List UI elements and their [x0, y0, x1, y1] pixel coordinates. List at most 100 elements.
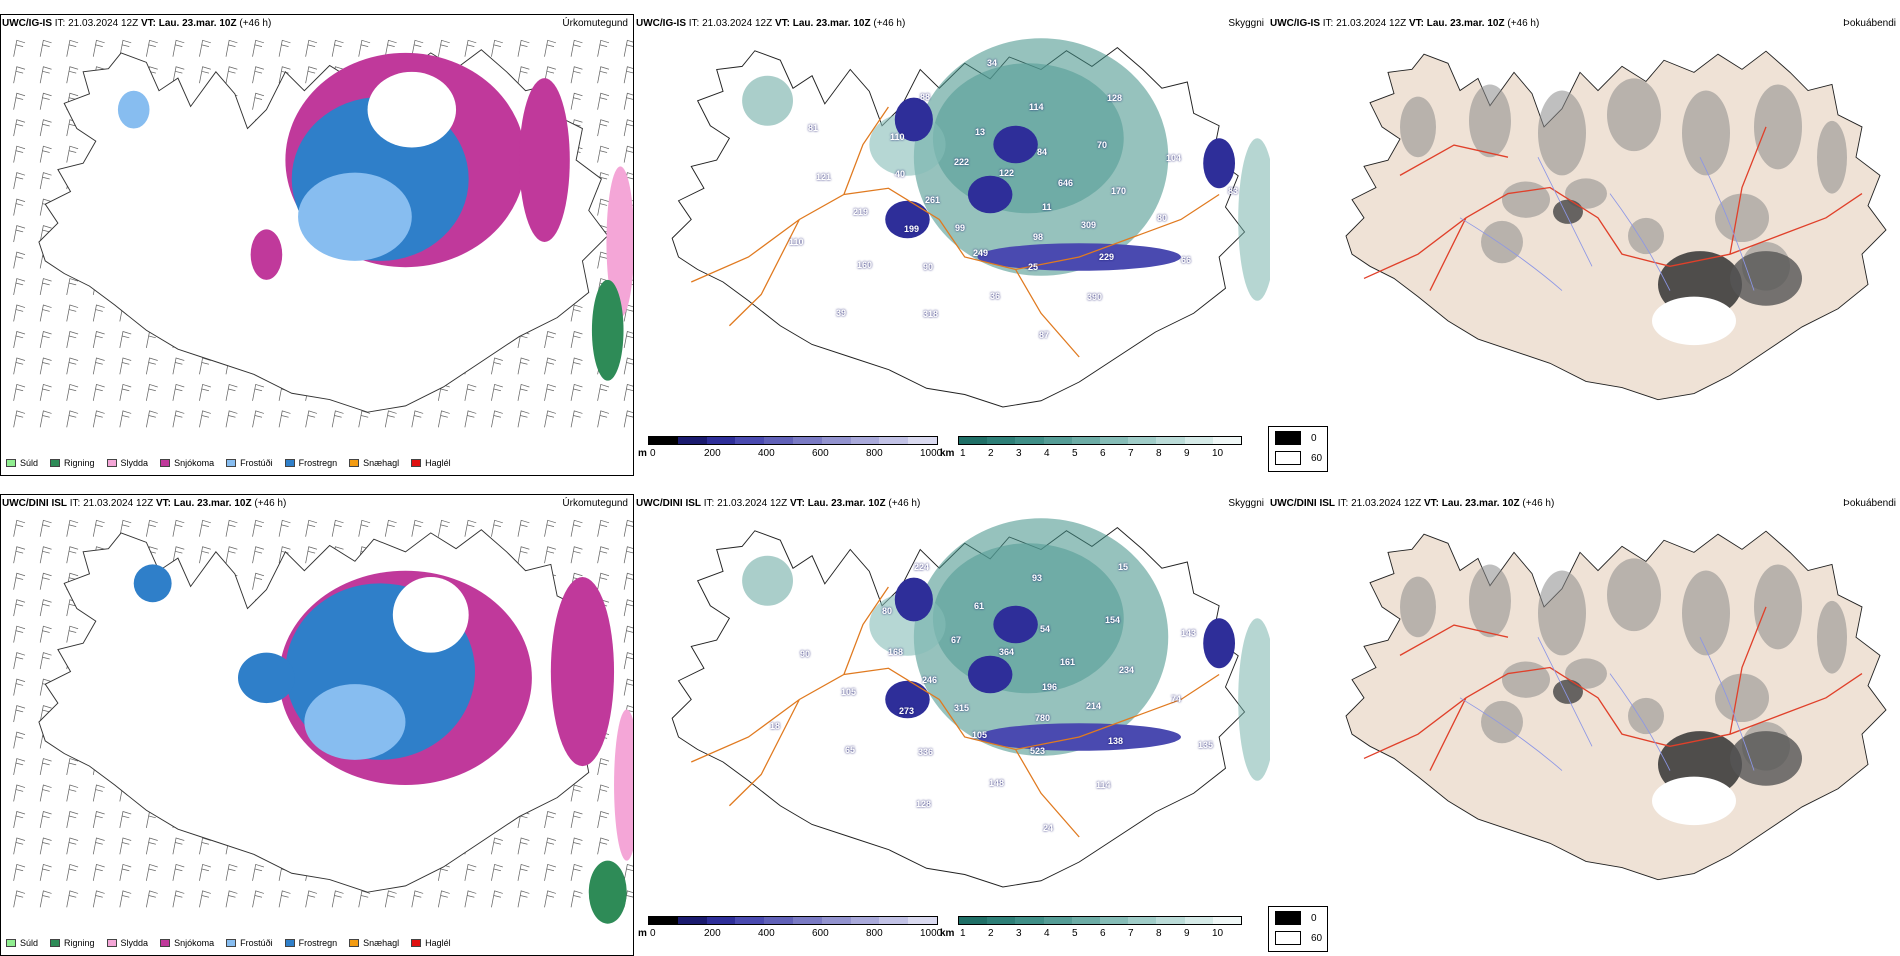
- visibility-areas: [742, 38, 1270, 301]
- vt-value: Lau. 23.mar. 10Z: [1441, 498, 1520, 509]
- precip-map: [13, 519, 633, 924]
- colorbar-tick: 1: [960, 448, 966, 459]
- precip-areas: [133, 564, 633, 924]
- vt-value: Lau. 23.mar. 10Z: [792, 18, 871, 29]
- precip-legend: Súld Rigning Slydda Snjókoma Frostúði Frostre…: [6, 458, 463, 468]
- legend-label: Súld: [20, 938, 39, 948]
- visibility-value-label: 114: [1096, 780, 1111, 790]
- colorbar-tick: 4: [1044, 448, 1050, 459]
- lead-time: (+46 h): [254, 498, 287, 509]
- it-value: 21.03.2024 12Z: [717, 498, 788, 509]
- fog-areas: [1400, 78, 1847, 346]
- colorbar-km-bar: [958, 436, 1242, 445]
- colorbar-tick: 2: [988, 928, 994, 939]
- panel-title: UWC/DINI ISL IT: 21.03.2024 12Z VT: Lau.…: [636, 496, 1266, 512]
- model-name: UWC/DINI ISL: [1270, 498, 1335, 509]
- visibility-value-label: 40: [895, 169, 906, 179]
- visibility-value-label: 170: [1111, 186, 1127, 196]
- colorbar-tick: 3: [1016, 448, 1022, 459]
- it-value: 21.03.2024 12Z: [1351, 498, 1422, 509]
- visibility-map: [671, 518, 1270, 888]
- visibility-labels: 196 315 364 780 246 161 105 67 214 273 54 523 168 234…: [634, 512, 1270, 912]
- colorbar-tick: 5: [1072, 928, 1078, 939]
- it-value: 21.03.2024 12Z: [68, 18, 139, 29]
- model-name: UWC/IG-IS: [2, 18, 52, 29]
- colorbar-tick: 6: [1100, 448, 1106, 459]
- visibility-value-label: 67: [951, 635, 962, 645]
- it-label: IT:: [688, 18, 700, 29]
- vt-label: VT:: [155, 498, 171, 509]
- legend-label: Frostregn: [298, 458, 338, 468]
- visibility-value-label: 70: [1097, 140, 1108, 150]
- visibility-value-label: 24: [1043, 823, 1054, 833]
- visibility-value-label: 80: [1157, 213, 1168, 223]
- fog-legend: 0 60: [1268, 906, 1328, 952]
- legend-swatch: [50, 939, 61, 947]
- visibility-value-label: 87: [1039, 330, 1050, 340]
- legend-label: Súld: [20, 458, 39, 468]
- visibility-value-label: 148: [989, 778, 1005, 788]
- precip-legend: Súld Rigning Slydda Snjókoma Frostúði Frostre…: [6, 938, 463, 948]
- visibility-value-label: 93: [1032, 573, 1043, 583]
- colorbar-tick: 600: [812, 928, 829, 939]
- colorbar-tick: 6: [1100, 928, 1106, 939]
- visibility-panel: UWC/DINI ISL IT: 21.03.2024 12Z VT: Lau.…: [634, 494, 1270, 956]
- colorbar-tick: 1: [960, 928, 966, 939]
- legend-item: Rigning: [50, 458, 95, 468]
- vt-label: VT:: [789, 498, 805, 509]
- visibility-value-label: 11: [1042, 202, 1052, 212]
- legend-item: Haglél: [411, 938, 451, 948]
- legend-swatch: [106, 459, 117, 467]
- visibility-value-label: 154: [1105, 615, 1121, 625]
- visibility-value-label: 99: [955, 223, 966, 233]
- visibility-value-label: 261: [925, 195, 941, 205]
- legend-item: Snjókoma: [160, 458, 214, 468]
- vt-value: Lau. 23.mar. 10Z: [807, 498, 886, 509]
- fog-legend: 0 60: [1268, 426, 1328, 472]
- legend-swatch: [226, 459, 237, 467]
- colorbar-tick: 5: [1072, 448, 1078, 459]
- colorbar-tick: 800: [866, 928, 883, 939]
- legend-item: Frostúði: [226, 458, 273, 468]
- vt-label: VT:: [1423, 498, 1439, 509]
- colorbar-tick: 600: [812, 448, 829, 459]
- legend-item: Frostregn: [284, 938, 337, 948]
- visibility-value-label: 780: [1035, 713, 1051, 723]
- model-name: UWC/IG-IS: [636, 18, 686, 29]
- colorbar-meters-bar: [648, 436, 938, 445]
- colorbar-tick: 400: [758, 448, 775, 459]
- legend-label: Snæhagl: [363, 458, 400, 468]
- it-label: IT:: [54, 18, 66, 29]
- lead-time: (+46 h): [888, 498, 921, 509]
- visibility-value-label: 122: [999, 168, 1015, 178]
- legend-swatch: [106, 939, 117, 947]
- visibility-value-label: 143: [1181, 628, 1197, 638]
- fog-legend-item: 60: [1275, 451, 1322, 465]
- legend-swatch: [411, 459, 422, 467]
- visibility-value-label: 224: [914, 562, 930, 572]
- colorbar-tick: 7: [1128, 928, 1134, 939]
- colorbar-km: km 1 2 3 4 5 6 7 8 9 10: [940, 436, 1246, 466]
- it-value: 21.03.2024 12Z: [1336, 18, 1407, 29]
- visibility-value-label: 105: [972, 730, 988, 740]
- visibility-value-label: 90: [923, 262, 934, 272]
- colorbar-tick: 9: [1184, 448, 1190, 459]
- legend-label: Snjókoma: [174, 458, 215, 468]
- legend-label: Rigning: [64, 938, 95, 948]
- visibility-value-label: 229: [1099, 252, 1115, 262]
- colorbar-tick: 10: [1212, 448, 1224, 459]
- panel-title: UWC/IG-IS IT: 21.03.2024 12Z VT: Lau. 23…: [1270, 16, 1898, 32]
- visibility-value-label: 196: [1042, 682, 1058, 692]
- visibility-value-label: 110: [890, 132, 905, 142]
- visibility-value-label: 315: [954, 703, 970, 713]
- vt-value: Lau. 23.mar. 10Z: [1426, 18, 1505, 29]
- visibility-value-label: 84: [1037, 147, 1048, 157]
- panel-type: Úrkomutegund: [562, 498, 628, 509]
- colorbar-tick: 4: [1044, 928, 1050, 939]
- visibility-value-label: 273: [899, 706, 915, 716]
- visibility-value-label: 214: [1086, 701, 1102, 711]
- legend-label: Haglél: [425, 458, 451, 468]
- vt-label: VT:: [774, 18, 790, 29]
- fog-legend-value: 60: [1311, 452, 1323, 464]
- fog-indicator-panel: UWC/DINI ISL IT: 21.03.2024 12Z VT: Lau.…: [1270, 494, 1900, 956]
